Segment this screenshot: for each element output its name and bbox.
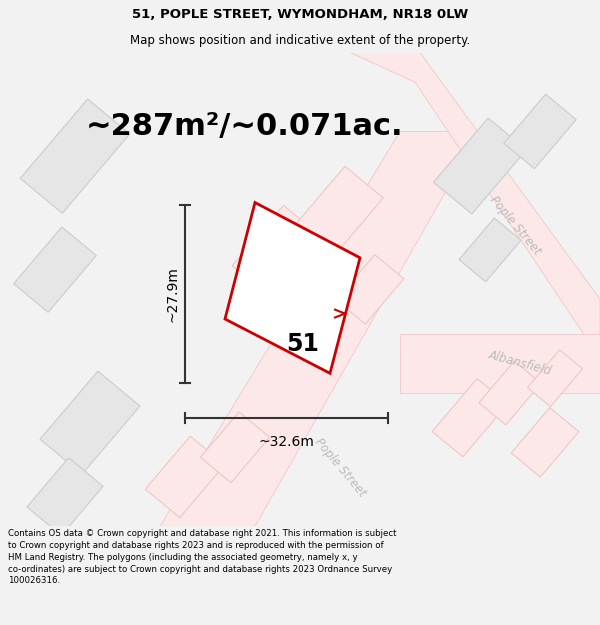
Text: ~27.9m: ~27.9m [166, 266, 180, 322]
Polygon shape [225, 202, 360, 373]
Polygon shape [400, 334, 600, 393]
Text: Pople Street: Pople Street [487, 193, 543, 257]
Polygon shape [511, 408, 579, 477]
Text: Albansfield: Albansfield [487, 349, 553, 378]
Text: 51, POPLE STREET, WYMONDHAM, NR18 0LW: 51, POPLE STREET, WYMONDHAM, NR18 0LW [132, 8, 468, 21]
Polygon shape [479, 361, 541, 425]
Polygon shape [160, 131, 480, 526]
Text: Map shows position and indicative extent of the property.: Map shows position and indicative extent… [130, 34, 470, 48]
Polygon shape [145, 436, 225, 518]
Polygon shape [20, 99, 130, 213]
Polygon shape [504, 94, 576, 169]
Polygon shape [350, 52, 600, 359]
Text: 51: 51 [287, 332, 319, 356]
Polygon shape [232, 206, 318, 294]
Polygon shape [459, 218, 521, 282]
Polygon shape [27, 458, 103, 536]
Polygon shape [275, 288, 346, 361]
Polygon shape [14, 227, 97, 312]
Text: Pople Street: Pople Street [312, 435, 368, 499]
Text: Contains OS data © Crown copyright and database right 2021. This information is : Contains OS data © Crown copyright and d… [8, 529, 397, 586]
Text: ~32.6m: ~32.6m [259, 436, 314, 449]
Polygon shape [297, 166, 383, 254]
Polygon shape [432, 379, 508, 457]
Polygon shape [40, 371, 140, 474]
Polygon shape [200, 412, 269, 482]
Polygon shape [527, 350, 583, 407]
Polygon shape [434, 118, 526, 214]
Polygon shape [336, 254, 404, 324]
Text: ~287m²/~0.071ac.: ~287m²/~0.071ac. [86, 112, 404, 141]
